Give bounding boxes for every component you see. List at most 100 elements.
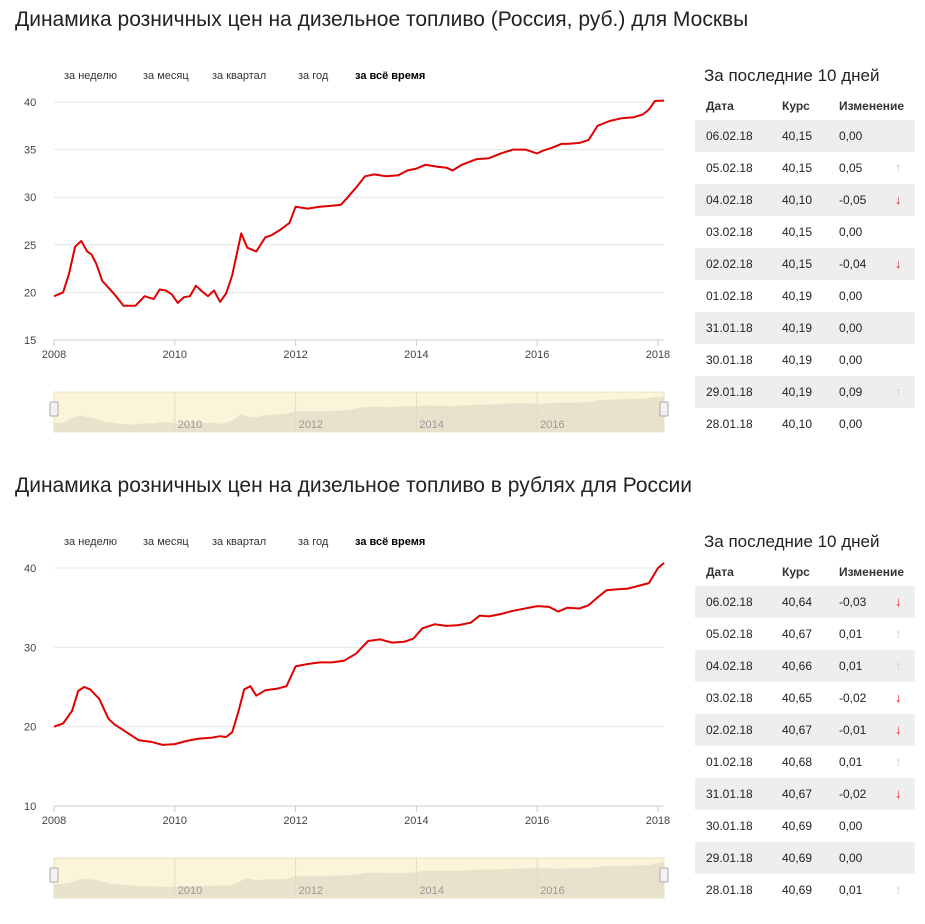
row-change: 0,00 [839,819,863,833]
row-rate: 40,15 [782,129,813,143]
row-date: 28.01.18 [706,883,753,897]
navigator-area [54,862,664,898]
y-tick-label: 40 [24,97,36,109]
navigator-tick-label: 2012 [299,419,323,431]
table-row: 28.01.18 40,69 0,01 ↑ [695,874,915,906]
y-tick-label: 20 [24,722,36,734]
line-chart: 10 20 30 40 2008 2010 2012 2014 2016 2018 2010 2012… [24,562,670,899]
last-10-days-panel: За последние 10 дней Дата Курс Изменение… [695,62,915,440]
row-rate: 40,69 [782,883,813,897]
period-month[interactable]: за месяц [143,536,189,548]
row-date: 31.01.18 [706,787,753,801]
row-change: 0,00 [839,321,863,335]
row-rate: 40,66 [782,659,813,673]
row-rate: 40,65 [782,691,813,705]
last-10-days-panel: За последние 10 дней Дата Курс Изменение… [695,528,915,906]
table-row: 04.02.18 40,66 0,01 ↑ [695,650,915,682]
row-date: 01.02.18 [706,289,753,303]
table-row: 28.01.18 40,10 0,00 [695,408,915,440]
row-change: -0,02 [839,787,867,801]
y-tick-label: 25 [24,240,36,252]
navigator-tick-label: 2016 [540,885,564,897]
table-header: Дата Курс Изменение [695,558,915,586]
x-tick-label: 2010 [163,815,187,827]
y-tick-label: 35 [24,145,36,157]
row-change: 0,01 [839,659,863,673]
row-change: -0,05 [839,193,867,207]
navigator-tick-label: 2010 [178,885,202,897]
table-row: 03.02.18 40,65 -0,02 ↓ [695,682,915,714]
table-row: 01.02.18 40,19 0,00 [695,280,915,312]
header-change: Изменение [839,565,905,579]
period-week[interactable]: за неделю [64,536,118,548]
period-quarter[interactable]: за квартал [212,70,267,82]
table-row: 05.02.18 40,67 0,01 ↑ [695,618,915,650]
header-rate: Курс [782,99,810,113]
row-date: 02.02.18 [706,723,753,737]
row-date: 05.02.18 [706,627,753,641]
row-change: 0,00 [839,417,863,431]
table-body: 06.02.18 40,64 -0,03 ↓ 05.02.18 40,67 0,01 ↑ 04.… [695,586,915,906]
row-rate: 40,68 [782,755,813,769]
row-date: 06.02.18 [706,595,753,609]
period-all-time[interactable]: за всё время [355,70,426,82]
row-rate: 40,64 [782,595,813,609]
table-row: 31.01.18 40,19 0,00 [695,312,915,344]
row-rate: 40,67 [782,723,813,737]
row-rate: 40,19 [782,289,813,303]
row-change: 0,09 [839,385,863,399]
x-tick-label: 2014 [404,349,428,361]
series-line [53,99,664,307]
header-rate: Курс [782,565,810,579]
arrow-down-icon: ↓ [895,690,902,705]
row-change: 0,00 [839,225,863,239]
row-change: 0,00 [839,289,863,303]
table-row: 29.01.18 40,69 0,00 [695,842,915,874]
navigator-handle-left[interactable] [49,401,59,417]
row-date: 30.01.18 [706,819,753,833]
row-rate: 40,67 [782,787,813,801]
y-tick-label: 30 [24,192,36,204]
row-rate: 40,19 [782,353,813,367]
table-row: 01.02.18 40,68 0,01 ↑ [695,746,915,778]
period-year[interactable]: за год [298,70,329,82]
navigator-handle-right[interactable] [659,401,669,417]
period-year[interactable]: за год [298,536,329,548]
arrow-down-icon: ↓ [895,594,902,609]
arrow-up-icon: ↑ [895,384,902,399]
x-tick-label: 2010 [163,349,187,361]
period-month[interactable]: за месяц [143,70,189,82]
table-row: 04.02.18 40,10 -0,05 ↓ [695,184,915,216]
row-date: 30.01.18 [706,353,753,367]
arrow-up-icon: ↑ [895,658,902,673]
navigator-handle-right[interactable] [659,867,669,883]
row-date: 01.02.18 [706,755,753,769]
table-header: Дата Курс Изменение [695,92,915,120]
navigator-tick-label: 2014 [419,419,443,431]
navigator-handle-left[interactable] [49,867,59,883]
x-tick-label: 2016 [525,815,549,827]
period-all-time[interactable]: за всё время [355,536,426,548]
table-row: 29.01.18 40,19 0,09 ↑ [695,376,915,408]
arrow-up-icon: ↑ [895,160,902,175]
row-rate: 40,69 [782,851,813,865]
row-date: 05.02.18 [706,161,753,175]
row-change: -0,01 [839,723,867,737]
x-tick-label: 2008 [42,815,66,827]
row-change: 0,00 [839,851,863,865]
row-rate: 40,19 [782,385,813,399]
row-date: 31.01.18 [706,321,753,335]
arrow-down-icon: ↓ [895,192,902,207]
row-date: 28.01.18 [706,417,753,431]
navigator-area [54,396,664,432]
arrow-down-icon: ↓ [895,786,902,801]
row-change: 0,00 [839,129,863,143]
table-row: 02.02.18 40,15 -0,04 ↓ [695,248,915,280]
header-date: Дата [706,565,734,579]
row-rate: 40,67 [782,627,813,641]
period-week[interactable]: за неделю [64,70,118,82]
x-tick-label: 2016 [525,349,549,361]
row-date: 29.01.18 [706,851,753,865]
header-date: Дата [706,99,734,113]
period-quarter[interactable]: за квартал [212,536,267,548]
